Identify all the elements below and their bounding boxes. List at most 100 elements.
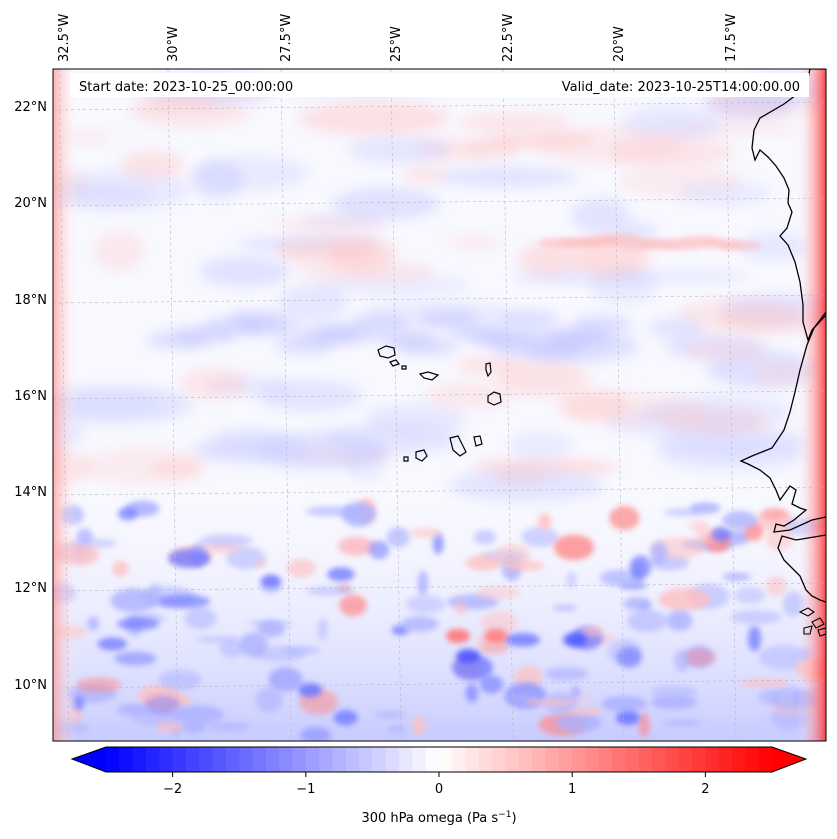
ascent-cell [387,725,408,734]
subsidence-cell [480,611,519,635]
gambia-guinea-coastline [777,534,826,603]
ascent-cell [552,604,577,612]
colorbar-segment [225,747,240,772]
meridian-line [725,69,737,741]
subsidence-cell [765,524,794,551]
subsidence-patch [296,262,438,282]
ascent-cell [300,726,332,741]
ascent-patch [332,187,439,220]
subsidence-patch [94,231,144,271]
subsidence-cell [409,527,441,539]
colorbar-segment [532,747,547,772]
ascent-cell [555,712,602,733]
colorbar-segment [279,747,294,772]
colorbar-segment [758,747,773,772]
colorbar-segment [385,747,400,772]
ascent-patch [678,182,770,206]
colorbar-segment [439,747,453,772]
ascent-cell [479,675,504,694]
ascent-patch [571,198,631,234]
ascent-patch [610,269,750,283]
ascent-cell [599,569,642,587]
ascent-cell [257,620,285,638]
brava-island [403,456,409,462]
colorbar-segment [718,747,733,772]
longitude-labels: 32.5°W 30°W 27.5°W 25°W 22.5°W 20°W 17.5… [57,14,739,62]
ascent-cell [157,594,211,609]
colorbar-tick-label: 0 [435,782,443,797]
ascent-patch [345,441,387,482]
lat-label: 12°N [14,581,47,596]
ascent-cell [711,526,731,542]
subsidence-cell [155,722,183,733]
ascent-cell [261,575,281,588]
ascent-cell [199,534,253,547]
ascent-cell [674,649,691,672]
colorbar-segment [345,747,360,772]
colorbar-segment [492,747,507,772]
colorbar-segment [159,747,174,772]
ascent-cell [97,637,128,651]
subsidence-cell [337,536,376,556]
colorbar-outline [70,746,808,773]
colorbar-extend-high [772,747,806,772]
ascent-patch [53,170,191,210]
ascent-cell [650,541,668,565]
start-date-label: Start date: 2023-10-25_00:00:00 [79,80,293,95]
ascent-patch [53,385,193,424]
subsidence-patch [298,101,450,136]
parallel-line [53,679,826,689]
ascent-patch [438,166,577,188]
ascent-cell [173,705,224,724]
meridian-line [502,69,514,741]
ascent-cell [368,540,390,560]
subsidence-cell [453,600,467,616]
ascent-patch [348,135,451,164]
strong-omega-cell [563,633,587,647]
ascent-patch [241,318,302,337]
meridian-line [58,69,70,741]
colorbar-segment [319,747,334,772]
ascent-patch [397,337,457,356]
colorbar-segment [305,747,320,772]
colorbar-segment [652,747,667,772]
colorbar-label-end: ) [511,811,516,826]
ascent-cell [204,722,251,731]
colorbar-segment [252,747,267,772]
graticule [53,69,826,741]
ascent-cell [504,633,541,647]
lon-label: 17.5°W [724,14,739,62]
sao-vicente-island [389,359,400,367]
ascent-patch [498,310,559,329]
ascent-cell [333,710,358,726]
ascent-cell [417,570,429,596]
colorbar-segment [452,747,467,772]
santo-antao-island [377,345,396,359]
colorbar-segment [106,747,120,772]
colorbar-segment [332,747,347,772]
colorbar-segment [625,747,640,772]
subsidence-cell [524,699,575,706]
subsidence-cell [476,585,520,600]
subsidence-cell [581,625,605,637]
colorbar-segment [558,747,573,772]
colorbar-segments [72,747,806,772]
colorbar-segment [745,747,760,772]
subsidence-cell [465,554,502,571]
subsidence-patch [753,359,807,389]
ascent-cell [219,639,245,658]
parallel-line [53,486,826,496]
omega-field [53,69,826,741]
ascent-cell [616,646,642,668]
colorbar-segment [185,747,200,772]
subsidence-cell [738,679,791,688]
colorbar-segment [239,747,254,772]
ascent-patch [571,315,632,334]
maio-island [473,435,483,447]
sao-nicolau-island [418,371,440,381]
bijagos-islands [798,607,826,637]
ascent-cell [168,549,211,568]
ascent-cell [182,720,206,734]
parallel-line [53,197,826,207]
